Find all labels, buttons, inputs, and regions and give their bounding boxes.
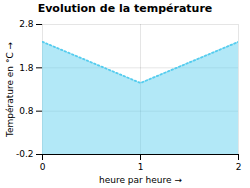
svg-text:1.8: 1.8 — [19, 63, 34, 73]
svg-text:0: 0 — [40, 162, 46, 172]
svg-text:1: 1 — [138, 162, 144, 172]
svg-text:2: 2 — [236, 162, 242, 172]
svg-text:Température en °C →: Température en °C → — [5, 41, 15, 138]
svg-text:heure par heure →: heure par heure → — [99, 175, 182, 185]
svg-text:0.8: 0.8 — [19, 106, 34, 116]
html-text:Evolution de la température: Evolution de la température — [37, 2, 213, 15]
svg-text:-0.2: -0.2 — [16, 149, 34, 159]
svg-text:2.8: 2.8 — [19, 19, 34, 29]
